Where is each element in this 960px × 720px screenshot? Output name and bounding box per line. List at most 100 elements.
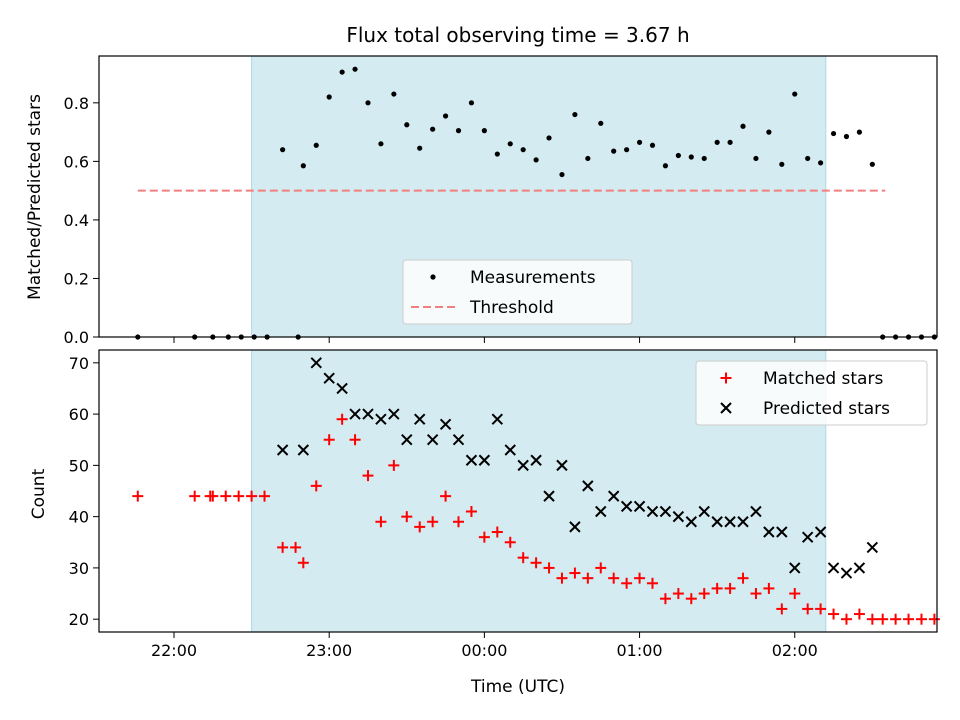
data-point-d2 (763, 526, 775, 538)
x-axis-label: Time (UTC) (470, 677, 565, 697)
data-point-d2 (297, 444, 310, 456)
data-point (685, 516, 697, 528)
data-point (375, 516, 387, 528)
data-point-d2 (375, 413, 387, 425)
data-point-d2 (530, 454, 542, 466)
data-point (750, 505, 762, 518)
chart-title: Flux total observing time = 3.67 h (346, 23, 689, 47)
legend-marker-matched-stars (720, 372, 732, 384)
data-point (662, 163, 669, 169)
data-point-d2 (426, 434, 439, 446)
data-point-d2 (388, 408, 400, 420)
data-point (866, 613, 878, 625)
x-tick-label: 23:00 (306, 641, 352, 660)
data-point (659, 505, 672, 518)
data-point (801, 531, 814, 543)
data-point-d2 (724, 516, 736, 528)
data-point (453, 516, 465, 528)
y-tick-label: 0.0 (64, 328, 89, 347)
data-point (698, 505, 710, 518)
data-point-d2 (465, 454, 478, 466)
data-point (556, 459, 568, 472)
data-point-d2 (582, 480, 594, 492)
data-point (336, 413, 348, 425)
data-point-d2 (401, 434, 413, 446)
data-point (724, 582, 736, 594)
data-point-d2 (517, 459, 529, 472)
y-tick-label: 30 (69, 559, 89, 578)
data-point (375, 413, 387, 425)
data-point (132, 490, 144, 502)
legend: Matched stars Predicted stars (695, 360, 928, 426)
data-point (189, 490, 201, 502)
data-point (300, 163, 306, 169)
data-point-d2 (711, 516, 723, 528)
data-point-d2 (646, 505, 659, 518)
data-point (890, 613, 902, 625)
data-point (608, 572, 620, 584)
series-matched-stars (132, 413, 940, 625)
y-tick-label: 60 (69, 405, 89, 424)
data-point-d2 (840, 567, 853, 579)
y-tick-label: 20 (69, 610, 89, 629)
legend-label: Predicted stars (763, 399, 890, 419)
data-point (326, 94, 332, 100)
data-point (220, 490, 232, 502)
x-tick-label: 00:00 (461, 641, 507, 660)
data-point-d2 (276, 444, 289, 456)
data-point-d2 (323, 372, 335, 384)
legend-label: Matched stars (763, 369, 883, 389)
data-point-d2 (310, 357, 322, 369)
legend-marker-predicted-stars-d2 (720, 402, 732, 414)
data-point (853, 608, 865, 620)
data-point (572, 111, 578, 118)
data-point (763, 526, 775, 538)
data-point-d2 (491, 413, 504, 425)
data-point-d2 (685, 516, 697, 528)
data-point (903, 613, 915, 625)
data-point (280, 147, 286, 153)
axes-frame (98, 349, 938, 633)
data-point (711, 582, 723, 594)
data-point (582, 572, 594, 584)
data-point (378, 141, 384, 147)
data-point (391, 91, 397, 97)
data-point-d2 (414, 413, 426, 425)
data-point (701, 155, 707, 162)
data-point (840, 613, 852, 625)
data-point (818, 160, 824, 166)
legend-marker-predicted-stars (720, 402, 732, 414)
data-point-d2 (801, 531, 814, 543)
legend: Measurements Threshold (402, 259, 633, 325)
data-point (915, 613, 927, 625)
data-point-d2 (620, 500, 633, 513)
bottom-y-axis-label: Count (29, 468, 49, 519)
y-tick-label: 0.8 (64, 94, 89, 113)
legend-marker-measurements (430, 274, 436, 280)
y-tick-label: 40 (69, 508, 89, 527)
data-point-d2 (814, 526, 827, 538)
data-point (633, 500, 646, 513)
data-point-d2 (776, 526, 788, 538)
data-point (481, 128, 487, 134)
data-point-d2 (750, 505, 762, 518)
data-point (789, 562, 801, 574)
data-point (607, 490, 620, 502)
data-point-d2 (543, 490, 555, 502)
data-point (805, 155, 811, 162)
x-tick-label: 22:00 (151, 641, 197, 660)
data-point (323, 372, 335, 384)
data-point (740, 123, 746, 129)
data-point (877, 613, 889, 625)
data-point (442, 113, 449, 119)
data-point (685, 593, 697, 605)
data-point (388, 408, 400, 420)
data-point (427, 516, 439, 528)
data-point-d2 (452, 434, 465, 446)
data-point (277, 541, 289, 553)
data-point (853, 562, 866, 574)
data-point (624, 147, 630, 153)
data-point (636, 139, 643, 145)
data-point-d2 (737, 516, 749, 528)
legend-label: Threshold (469, 298, 554, 318)
